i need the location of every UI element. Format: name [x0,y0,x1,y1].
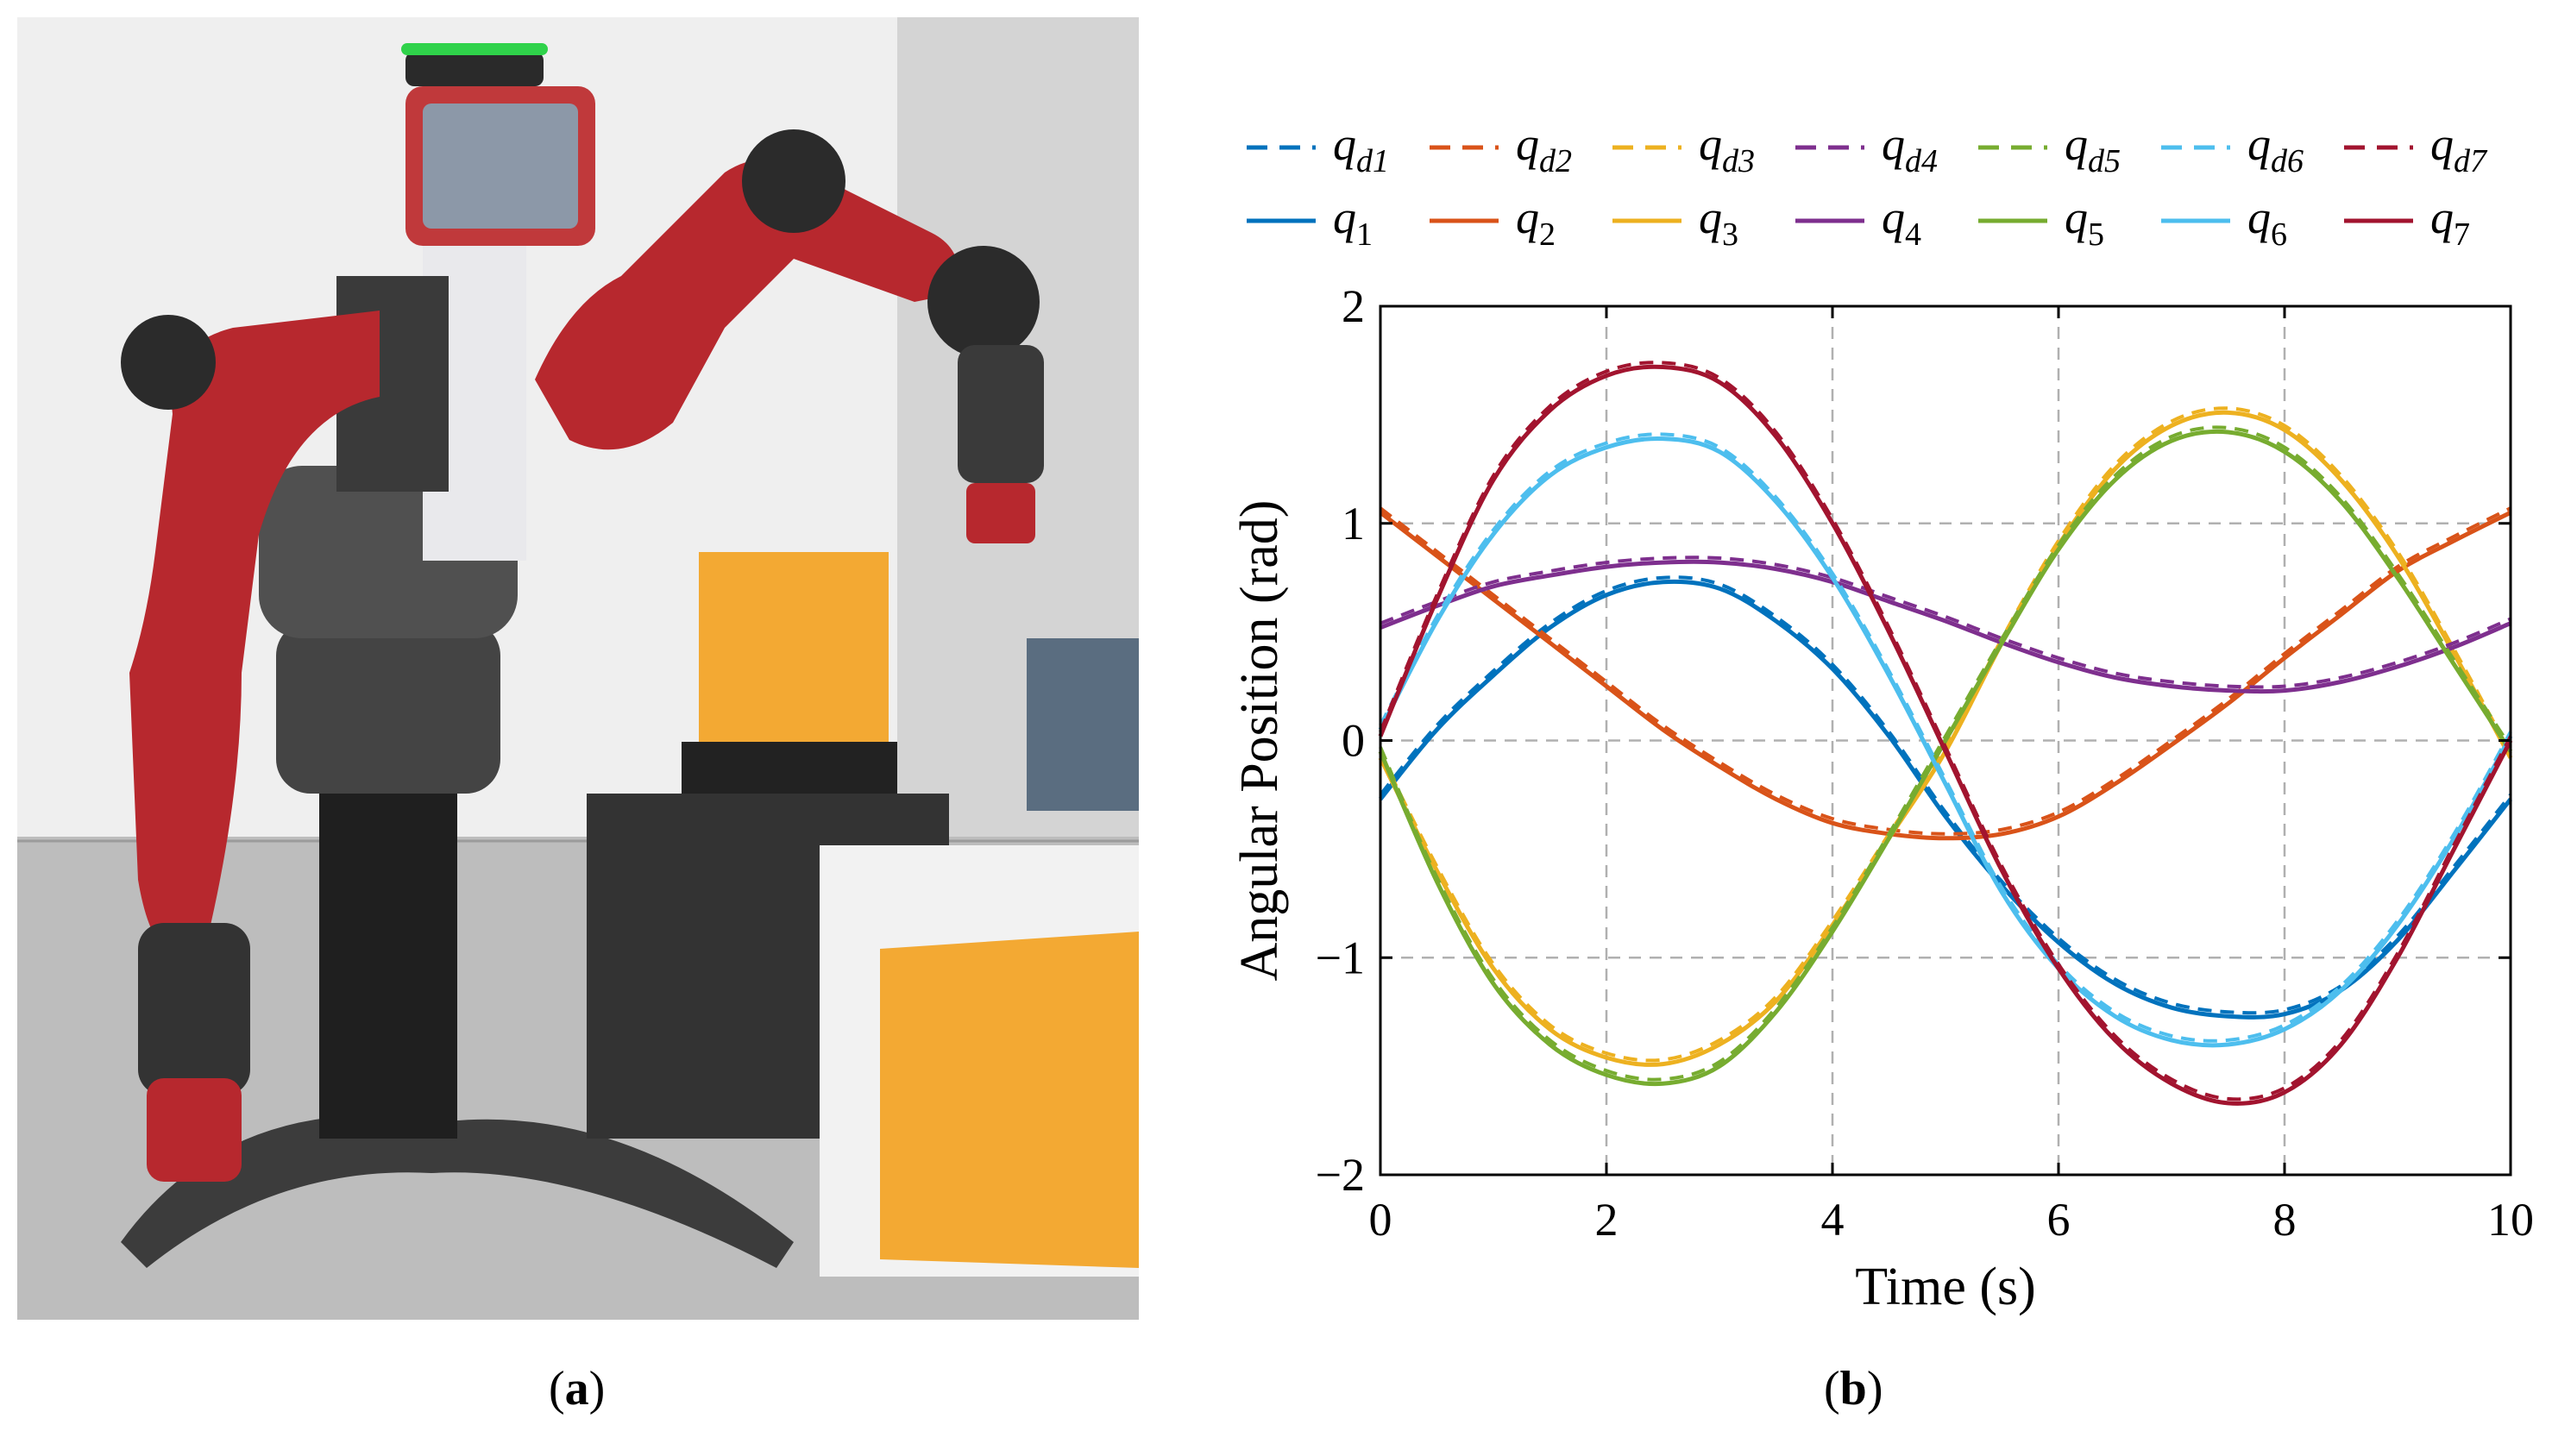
legend-subscript: d2 [1539,143,1572,179]
x-tick-label: 8 [2273,1194,2297,1246]
legend-label-q3: q3 [1699,191,1738,253]
legend-subscript: d4 [1905,143,1938,179]
legend-subscript: 1 [1356,217,1373,253]
axis-ticks [1379,304,2512,1177]
legend-label-qd3: qd3 [1699,118,1755,179]
series-line-q1 [1379,579,2512,1020]
series-line-q4 [1380,559,2511,694]
caption-a-open: ( [549,1362,565,1415]
y-tick-label: 0 [1342,715,1365,767]
legend-label-q7: q7 [2430,191,2470,253]
caption-a: (a) [549,1361,605,1416]
caption-b: (b) [1824,1361,1883,1416]
legend-subscript: 5 [2088,217,2104,253]
x-tick-label: 2 [1595,1194,1619,1246]
series-line-q7 [1378,364,2513,1106]
caption-b-letter: b [1839,1362,1867,1415]
legend-subscript: 3 [1722,217,1738,253]
legend: qd1 q1 qd2 q2 qd3 q3 qd4 q4 qd5 q5 qd6 q6 qd7 q7 [1247,118,2488,253]
legend-label-qd4: qd4 [1882,118,1938,179]
legend-label-q2: q2 [1516,191,1556,253]
x-tick-label: 6 [2047,1194,2071,1246]
x-tick-label: 10 [2487,1194,2534,1246]
legend-subscript: d1 [1356,143,1389,179]
legend-label-q1: q1 [1333,191,1373,253]
legend-subscript: 2 [1539,217,1556,253]
legend-subscript: d6 [2271,143,2304,179]
legend-label-qd2: qd2 [1516,118,1572,179]
legend-label-q4: q4 [1882,191,1921,253]
series-line-qd6 [1379,432,2512,1043]
legend-subscript: 4 [1905,217,1921,253]
y-tick-label: 1 [1342,498,1365,549]
series-line-q3 [1378,410,2513,1067]
series-layer [1378,361,2513,1106]
legend-label-qd5: qd5 [2065,118,2121,179]
legend-subscript: d5 [2088,143,2121,179]
series-line-qd5 [1379,425,2512,1082]
legend-label-qd1: qd1 [1333,118,1389,179]
y-axis-label: Angular Position (rad) [1230,500,1289,982]
robot-photo [17,17,1139,1320]
series-line-qd3 [1379,406,2512,1063]
caption-a-letter: a [564,1362,589,1415]
caption-a-close: ) [588,1362,606,1415]
y-tick-label: −1 [1316,932,1365,983]
series-line-q6 [1378,436,2513,1048]
series-line-qd2 [1379,506,2511,836]
y-tick-label: −2 [1316,1149,1365,1201]
y-tick-label: 2 [1342,280,1365,332]
legend-label-q5: q5 [2065,191,2104,253]
x-tick-label: 4 [1821,1194,1845,1246]
legend-subscript: d3 [1722,143,1755,179]
caption-b-close: ) [1866,1362,1883,1415]
series-line-q2 [1379,510,2512,841]
legend-subscript: d7 [2454,143,2488,179]
series-line-q5 [1378,429,2513,1087]
legend-label-q6: q6 [2247,191,2287,253]
legend-subscript: 6 [2271,217,2287,253]
series-line-qd4 [1380,555,2511,689]
caption-b-open: ( [1824,1362,1840,1415]
legend-label-qd7: qd7 [2430,118,2488,179]
x-axis-label: Time (s) [1855,1258,2036,1316]
axis-tick-labels: 0 2 4 6 8 10 −2 −1 0 1 2 [1316,280,2534,1246]
x-tick-label: 0 [1369,1194,1392,1246]
series-line-qd7 [1379,361,2512,1101]
legend-label-qd6: qd6 [2247,118,2304,179]
legend-subscript: 7 [2454,217,2470,253]
